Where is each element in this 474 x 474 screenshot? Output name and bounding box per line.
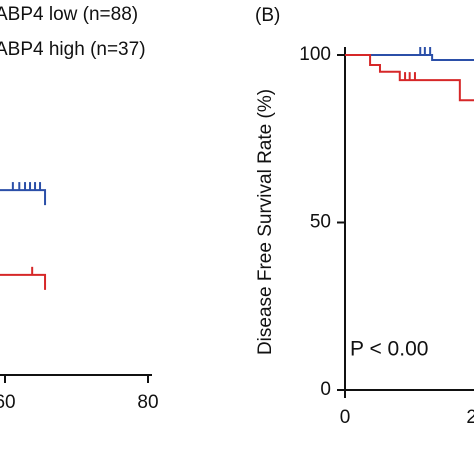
p-value: P < 0.00 <box>350 338 428 361</box>
survival-curve <box>345 54 474 102</box>
legend-label: ABP4 low (n=88) <box>0 4 138 25</box>
panel-label: (B) <box>255 5 280 26</box>
survival-curve <box>0 273 47 290</box>
y-tick-label: 0 <box>320 379 331 400</box>
y-axis-label: Disease Free Survival Rate (%) <box>255 89 276 355</box>
x-tick-label: 80 <box>137 392 158 413</box>
x-tick-label: 60 <box>0 392 16 413</box>
y-tick-label: 100 <box>299 44 331 65</box>
legend-label: ABP4 high (n=37) <box>0 39 146 60</box>
x-tick-label: 20 <box>466 407 474 428</box>
y-tick-label: 50 <box>310 212 331 233</box>
x-tick-label: 0 <box>340 407 351 428</box>
survival-curve <box>345 54 474 62</box>
survival-curve <box>0 189 47 206</box>
